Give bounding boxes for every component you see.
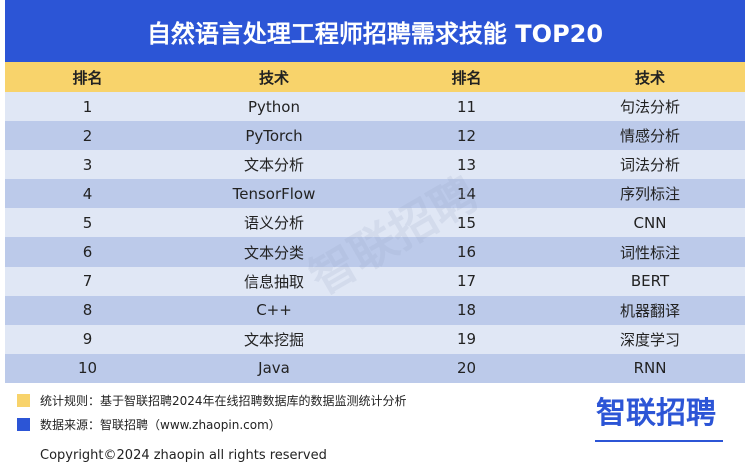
cell: 9 bbox=[82, 330, 93, 349]
title: 自然语言处理工程师招聘需求技能 TOP20 bbox=[5, 0, 745, 62]
cell: Python bbox=[248, 97, 300, 116]
table-row: 5 语义分析 15 CNN bbox=[5, 208, 745, 238]
cell: 11 bbox=[456, 97, 477, 116]
cell: 15 bbox=[456, 213, 477, 232]
cell: 深度学习 bbox=[619, 330, 680, 349]
note: 数据来源：智联招聘（www.zhaopin.com） bbox=[17, 416, 281, 433]
cell: 19 bbox=[456, 330, 477, 349]
table-row: 1 Python 11 句法分析 bbox=[5, 92, 745, 122]
table-row: 8 C++ 18 机器翻译 bbox=[5, 295, 745, 325]
cell: 2 bbox=[82, 126, 93, 145]
header-cell: 技术 bbox=[634, 68, 665, 87]
cell: 情感分析 bbox=[619, 127, 680, 146]
cell: C++ bbox=[256, 301, 292, 320]
cell: 7 bbox=[82, 272, 93, 291]
cell: 文本分类 bbox=[243, 243, 304, 262]
table-row: 4 TensorFlow 14 序列标注 bbox=[5, 179, 745, 209]
cell: 20 bbox=[456, 359, 477, 378]
cell: 词法分析 bbox=[619, 156, 680, 175]
cell: 6 bbox=[82, 243, 93, 262]
cell: 8 bbox=[82, 301, 93, 320]
table-row: 9 文本挖掘 19 深度学习 bbox=[5, 324, 745, 354]
cell: 5 bbox=[82, 213, 93, 232]
cell: 17 bbox=[456, 272, 477, 291]
copyright: Copyright©2024 zhaopin all rights reserv… bbox=[40, 448, 327, 463]
table-row: 6 文本分类 16 词性标注 bbox=[5, 237, 745, 267]
cell: 机器翻译 bbox=[619, 301, 680, 320]
cell: CNN bbox=[633, 213, 667, 232]
cell: BERT bbox=[630, 272, 670, 291]
legend-swatch bbox=[17, 394, 30, 407]
header-cell: 技术 bbox=[258, 68, 289, 87]
divider bbox=[595, 440, 723, 442]
cell: 1 bbox=[82, 97, 93, 116]
cell: 文本分析 bbox=[243, 156, 304, 175]
cell: 18 bbox=[456, 301, 477, 320]
cell: 12 bbox=[456, 126, 477, 145]
cell: 13 bbox=[456, 155, 477, 174]
cell: 3 bbox=[82, 155, 93, 174]
header-row: 排名 技术 排名 技术 bbox=[5, 62, 745, 92]
cell: 序列标注 bbox=[619, 185, 680, 204]
cell: RNN bbox=[633, 359, 667, 378]
cell: 词性标注 bbox=[619, 243, 680, 262]
header-cell: 排名 bbox=[451, 68, 482, 87]
legend-swatch bbox=[17, 418, 30, 431]
table-row: 3 文本分析 13 词法分析 bbox=[5, 150, 745, 180]
cell: TensorFlow bbox=[232, 184, 316, 203]
cell: 14 bbox=[456, 184, 477, 203]
note: 统计规则：基于智联招聘2024年在线招聘数据库的数据监测统计分析 bbox=[17, 392, 407, 409]
cell: Java bbox=[258, 359, 290, 378]
cell: 10 bbox=[77, 359, 98, 378]
table-row: 2 PyTorch 12 情感分析 bbox=[5, 121, 745, 151]
header-cell: 排名 bbox=[72, 68, 103, 87]
table-row: 7 信息抽取 17 BERT bbox=[5, 266, 745, 296]
note-text: 统计规则：基于智联招聘2024年在线招聘数据库的数据监测统计分析 bbox=[40, 394, 407, 408]
cell: 文本挖掘 bbox=[243, 330, 304, 349]
cell: 语义分析 bbox=[243, 214, 304, 233]
cell: 16 bbox=[456, 243, 477, 262]
cell: PyTorch bbox=[245, 126, 303, 145]
cell: 句法分析 bbox=[619, 98, 680, 117]
table: 排名 技术 排名 技术 1 Python 11 句法分析 2 PyTorch 12 情感分析 3 文本分析… bbox=[5, 62, 745, 383]
note-text: 数据来源：智联招聘（www.zhaopin.com） bbox=[40, 418, 281, 432]
cell: 4 bbox=[82, 184, 93, 203]
table-row: 10 Java 20 RNN bbox=[5, 353, 745, 383]
logo: 智联招聘 bbox=[596, 396, 716, 431]
cell: 信息抽取 bbox=[243, 272, 304, 291]
